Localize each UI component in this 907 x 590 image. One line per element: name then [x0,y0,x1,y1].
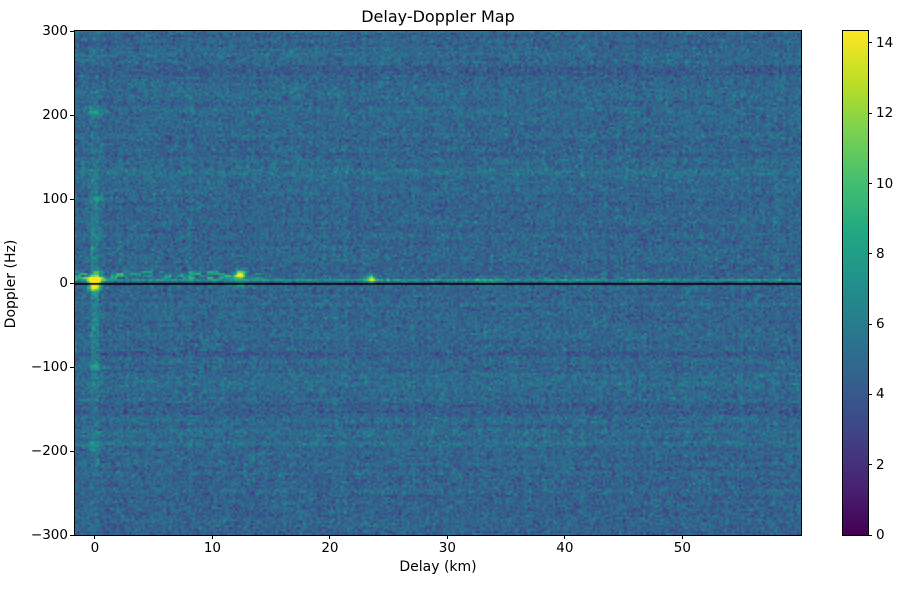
x-tick-20-label: 20 [321,540,339,556]
colorbar-tick-12-label: 12 [876,105,894,122]
y-tick-200-label: 200 [42,107,68,123]
x-tick-0-mark [94,535,96,539]
colorbar-canvas [843,31,868,535]
y-tick--100-label: −100 [30,359,68,375]
y-axis-label: Doppler (Hz) [3,239,19,329]
colorbar-tick-0-mark [868,534,872,536]
colorbar-tick-0-label: 0 [876,527,885,543]
y-tick-100-label: 100 [42,191,68,207]
x-tick-20-mark [329,535,331,539]
y-tick--300-label: −300 [30,527,68,543]
colorbar-tick-8-mark [868,253,872,255]
colorbar-tick-4-label: 4 [876,386,885,403]
x-tick-30-mark [446,535,448,539]
x-axis-label: Delay (km) [399,559,477,575]
colorbar-tick-2-label: 2 [876,456,885,473]
colorbar-tick-10-label: 10 [876,175,894,192]
heatmap-canvas [75,31,801,535]
colorbar-tick-8-label: 8 [876,245,885,262]
y-tick--100-mark [70,366,74,368]
x-tick-30-label: 30 [438,540,456,556]
y-tick-300-mark [70,30,74,32]
colorbar-tick-6-mark [868,323,872,325]
y-tick--200-label: −200 [30,443,68,459]
colorbar-tick-10-mark [868,183,872,185]
colorbar-tick-14-label: 14 [876,34,894,51]
plot-title: Delay-Doppler Map [361,7,515,26]
colorbar-tick-6-label: 6 [876,316,885,333]
colorbar-tick-12-mark [868,112,872,114]
x-tick-0-label: 0 [90,540,100,556]
x-tick-50-mark [681,535,683,539]
x-tick-40-label: 40 [556,540,574,556]
x-tick-10-mark [211,535,213,539]
y-tick-100-mark [70,198,74,200]
colorbar-tick-4-mark [868,393,872,395]
y-tick-0-mark [70,282,74,284]
y-tick-0-label: 0 [59,275,68,291]
y-tick--200-mark [70,450,74,452]
y-tick-300-label: 300 [42,23,68,39]
x-tick-40-mark [564,535,566,539]
x-tick-50-label: 50 [673,540,691,556]
x-tick-10-label: 10 [203,540,222,556]
colorbar-tick-2-mark [868,464,872,466]
y-tick-200-mark [70,114,74,116]
y-tick--300-mark [70,534,74,536]
colorbar-tick-14-mark [868,42,872,44]
